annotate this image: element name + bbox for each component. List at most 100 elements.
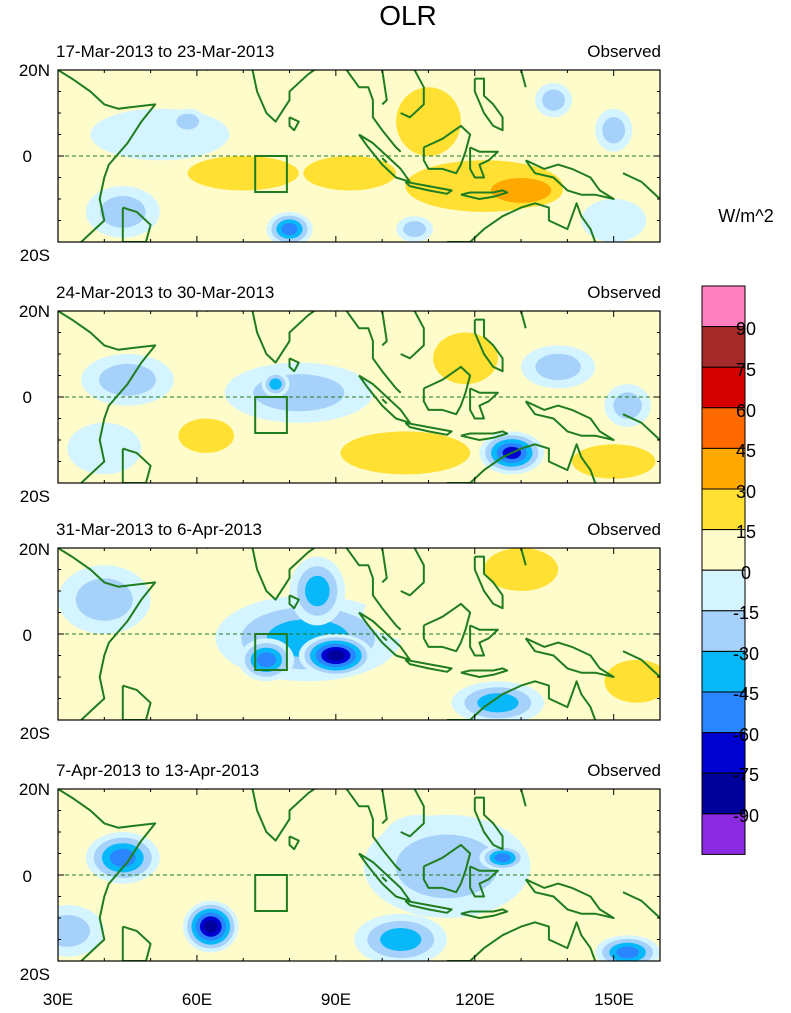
olr-anomaly-contour bbox=[256, 652, 277, 668]
coastline bbox=[447, 921, 597, 961]
panel-1-lat-20s: 20S bbox=[20, 246, 50, 265]
coastline bbox=[422, 843, 472, 894]
coastline bbox=[288, 594, 300, 610]
olr-anomaly-contour bbox=[484, 548, 559, 591]
coastline bbox=[404, 421, 453, 436]
coastline bbox=[206, 548, 402, 631]
coastline bbox=[58, 311, 157, 483]
colorbar-labels: 90 75 60 45 30 15 0 -15 -30 -45 -60 -75 … bbox=[733, 319, 759, 826]
panel-3-lat-20s: 20S bbox=[20, 724, 50, 743]
colorbar-label-m45: -45 bbox=[733, 684, 759, 704]
coastline bbox=[473, 318, 504, 373]
panel-2-tag: Observed bbox=[587, 283, 661, 302]
olr-anomaly-contour bbox=[521, 797, 614, 850]
coastline bbox=[473, 796, 504, 851]
coastline bbox=[622, 172, 660, 200]
olr-anomaly-contour bbox=[542, 89, 565, 111]
olr-anomaly-contour bbox=[321, 162, 379, 184]
colorbar-label-90: 90 bbox=[736, 319, 756, 339]
coastline bbox=[520, 70, 527, 88]
olr-anomaly-contour bbox=[363, 582, 494, 643]
olr-anomaly-contour bbox=[477, 693, 519, 713]
coastline bbox=[404, 180, 453, 195]
coastline bbox=[524, 400, 615, 441]
panel-2-period: 24-Mar-2013 to 30-Mar-2013 bbox=[56, 283, 274, 302]
olr-anomaly-contour bbox=[616, 668, 657, 695]
olr-anomaly-contour bbox=[535, 353, 581, 381]
olr-anomaly-contour bbox=[502, 182, 540, 198]
olr-contours bbox=[58, 789, 660, 961]
coastline bbox=[381, 789, 388, 825]
colorbar-label-30: 30 bbox=[736, 482, 756, 502]
colorbar-box bbox=[701, 366, 746, 409]
coastlines bbox=[58, 311, 660, 483]
study-region-box bbox=[254, 396, 288, 434]
colorbar-label-m75: -75 bbox=[733, 765, 759, 785]
olr-anomaly-contour bbox=[494, 853, 511, 863]
olr-anomaly-contour bbox=[581, 199, 647, 242]
olr-anomaly-contour bbox=[408, 100, 449, 143]
colorbar-box bbox=[701, 569, 746, 612]
coastline bbox=[381, 70, 388, 106]
axis-ticks bbox=[57, 69, 661, 243]
coastline bbox=[288, 357, 300, 373]
colorbar-box bbox=[701, 285, 746, 328]
coastline bbox=[58, 789, 157, 961]
coastline bbox=[206, 789, 402, 872]
coastline bbox=[400, 311, 425, 360]
coastline bbox=[121, 447, 152, 483]
olr-anomaly-contour bbox=[602, 117, 626, 144]
colorbar-box bbox=[701, 488, 746, 531]
coastline bbox=[622, 891, 660, 919]
coastline bbox=[524, 159, 615, 200]
olr-anomaly-contour bbox=[99, 363, 156, 396]
coastline bbox=[422, 365, 472, 416]
olr-anomaly-contour bbox=[433, 332, 498, 385]
coastline bbox=[58, 548, 157, 720]
panel-4-tag: Observed bbox=[587, 761, 661, 780]
coastline bbox=[288, 116, 300, 132]
coastline bbox=[473, 555, 504, 610]
coastline bbox=[524, 637, 615, 678]
colorbar-label-m15: -15 bbox=[733, 603, 759, 623]
coastline bbox=[520, 548, 527, 566]
colorbar-label-m30: -30 bbox=[733, 644, 759, 664]
colorbar-label-15: 15 bbox=[736, 522, 756, 542]
panel-3-lat-20n: 20N bbox=[19, 540, 50, 559]
olr-anomaly-contour bbox=[588, 450, 640, 473]
coastline bbox=[469, 865, 499, 898]
map-panel-1 bbox=[57, 69, 661, 243]
colorbar-box bbox=[701, 732, 746, 774]
lon-label-120e: 120E bbox=[455, 990, 495, 1009]
coastline bbox=[121, 925, 152, 961]
panel-1-tag: Observed bbox=[587, 42, 661, 61]
olr-contours bbox=[67, 319, 656, 479]
study-region-box bbox=[254, 155, 288, 193]
coastline bbox=[381, 398, 388, 405]
coastline bbox=[381, 157, 388, 164]
coastline bbox=[381, 635, 388, 642]
coastline bbox=[473, 77, 504, 132]
coastline bbox=[524, 878, 615, 919]
olr-anomaly-contour bbox=[395, 834, 499, 899]
colorbar-label-0: 0 bbox=[741, 563, 751, 583]
olr-anomaly-contour bbox=[365, 439, 446, 467]
olr-anomaly-contour bbox=[209, 162, 278, 184]
lon-label-90e: 90E bbox=[321, 990, 351, 1009]
coastline bbox=[520, 311, 527, 329]
coastline bbox=[400, 548, 425, 597]
panel-4-lat-20n: 20N bbox=[19, 780, 50, 799]
panel-1-lat-0: 0 bbox=[23, 147, 32, 166]
panel-3-lat-0: 0 bbox=[23, 626, 32, 645]
olr-anomaly-contour bbox=[176, 113, 200, 130]
map-panel-4 bbox=[57, 788, 661, 962]
lon-label-30e: 30E bbox=[43, 990, 73, 1009]
coastline bbox=[622, 650, 660, 678]
coastline bbox=[622, 413, 660, 441]
coastline bbox=[404, 658, 453, 673]
colorbar-units: W/m^2 bbox=[718, 206, 773, 226]
colorbar-boxes bbox=[701, 285, 746, 855]
colorbar-box bbox=[701, 326, 746, 368]
colorbar-label-75: 75 bbox=[736, 360, 756, 380]
